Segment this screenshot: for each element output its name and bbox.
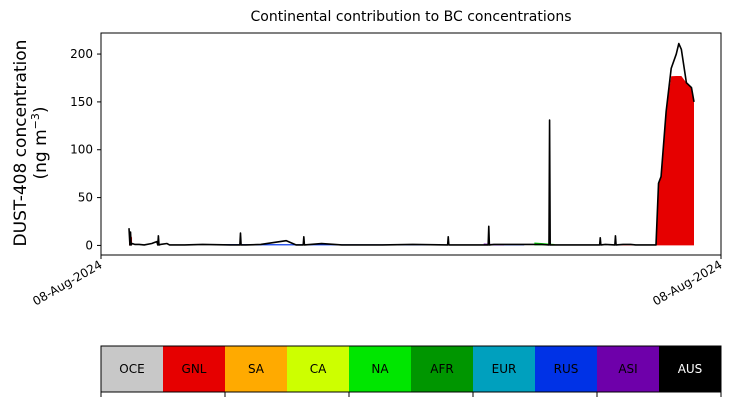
y-tick-label: 100 <box>70 143 93 157</box>
colorbar-label-ca: CA <box>310 362 327 376</box>
colorbar-label-gnl: GNL <box>182 362 207 376</box>
contribution-area-gnl <box>655 75 694 246</box>
y-axis-label-line2-prefix: (ng m <box>31 129 51 179</box>
colorbar-swatch-eur <box>473 346 535 392</box>
colorbar-swatch-ca <box>287 346 349 392</box>
colorbar-label-rus: RUS <box>554 362 579 376</box>
colorbar-label-sa: SA <box>248 362 265 376</box>
y-axis-label-line2-suffix: ) <box>31 106 51 113</box>
plot-area <box>100 32 722 256</box>
contribution-areas <box>129 75 694 246</box>
region-colorbar: OCE GNL SA CA NA AFR EUR RUS ASI AUS <box>100 345 722 397</box>
colorbar-label-na: NA <box>371 362 389 376</box>
colorbar-swatch-aus <box>659 346 721 392</box>
y-axis-label-line1: DUST-408 concentration <box>11 40 31 247</box>
colorbar-frame <box>100 345 722 393</box>
colorbar-swatch-oce <box>101 346 163 392</box>
colorbar-swatch-rus <box>535 346 597 392</box>
colorbar-swatch-asi <box>597 346 659 392</box>
colorbar-swatch-sa <box>225 346 287 392</box>
y-tick-label: 150 <box>70 95 93 109</box>
colorbar-label-eur: EUR <box>492 362 517 376</box>
colorbar-label-aus: AUS <box>678 362 703 376</box>
y-tick-label: 0 <box>85 238 93 252</box>
series-total-line <box>128 42 695 246</box>
y-tick-label: 200 <box>70 47 93 61</box>
colorbar-label-asi: ASI <box>618 362 637 376</box>
chart-title: Continental contribution to BC concentra… <box>250 9 571 25</box>
colorbar-swatch-gnl <box>163 346 225 392</box>
x-axis-ticks: 08-Aug-2024 08-Aug-2024 <box>30 255 725 308</box>
y-axis-label-exponent: −3 <box>29 113 42 129</box>
x-tick-label: 08-Aug-2024 <box>30 257 104 308</box>
y-axis-ticks: 0 50 100 150 200 <box>70 47 101 252</box>
colorbar-swatch-na <box>349 346 411 392</box>
colorbar-swatch-afr <box>411 346 473 392</box>
y-tick-label: 50 <box>78 191 93 205</box>
y-axis-label: DUST-408 concentration (ng m−3) <box>11 40 51 247</box>
y-axis-label-line2: (ng m−3) <box>29 106 51 179</box>
plot-frame <box>100 32 722 256</box>
colorbar-label-afr: AFR <box>430 362 453 376</box>
x-tick-label: 08-Aug-2024 <box>650 257 724 308</box>
colorbar-label-oce: OCE <box>119 362 144 376</box>
